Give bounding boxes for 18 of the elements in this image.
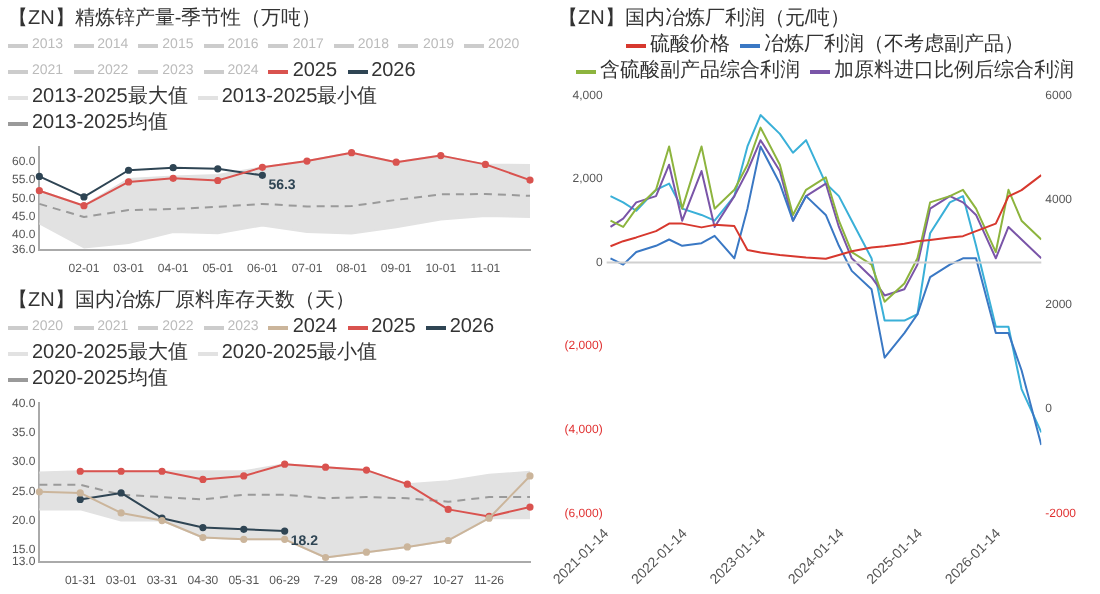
legend-label: 冶炼厂利润（不考虑副产品）	[764, 34, 1024, 58]
legend-label: 2020-2025均值	[32, 368, 168, 392]
chart-title: 【ZN】国内冶炼厂原料库存天数（天）	[6, 287, 357, 316]
legend-label: 2026	[371, 60, 416, 84]
legend-label: 2024	[292, 316, 338, 340]
chart-title: 【ZN】精炼锌产量-季节性（万吨）	[6, 5, 324, 34]
legend-label: 2013-2025最小值	[221, 86, 378, 110]
legend-label: 2025	[292, 60, 338, 84]
legend-label: 硫酸价格	[650, 34, 730, 58]
legend-label: 2020-2025最大值	[32, 342, 188, 366]
legend-label: 含硫酸副产品综合利润	[600, 60, 800, 84]
legend-label: 2025	[371, 316, 416, 340]
legend-label: 2026	[449, 316, 495, 340]
chart-title: 【ZN】国内冶炼厂利润（元/吨）	[556, 5, 853, 33]
legend-label: 2013-2025均值	[32, 112, 168, 136]
legend-label: 2013-2025最大值	[32, 86, 188, 110]
legend-label: 2020-2025最小值	[221, 342, 378, 366]
legend-label: 加原料进口比例后综合利润	[834, 60, 1074, 84]
